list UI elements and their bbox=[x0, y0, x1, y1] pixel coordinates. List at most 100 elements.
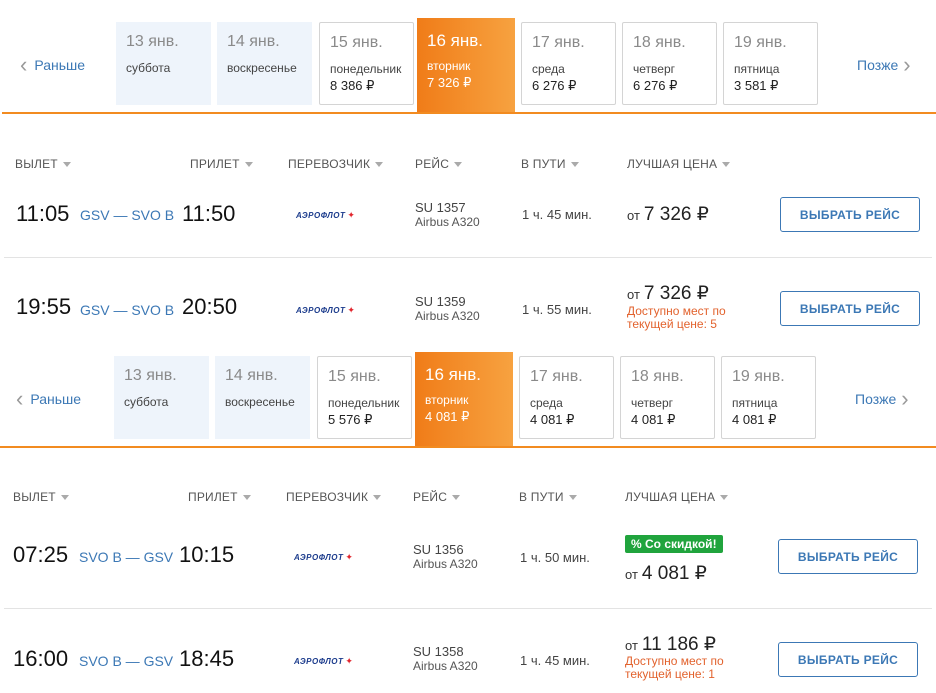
duration: 1 ч. 55 мин. bbox=[522, 302, 592, 317]
date-selector: ‹ Раньше 13 янв. суббота 14 янв. воскрес… bbox=[0, 352, 936, 448]
sort-flight[interactable]: РЕЙС bbox=[413, 490, 461, 504]
price-prefix: от bbox=[625, 638, 638, 653]
row-divider bbox=[4, 257, 932, 258]
sort-duration[interactable]: В ПУТИ bbox=[519, 490, 577, 504]
sort-price[interactable]: ЛУЧШАЯ ЦЕНА bbox=[627, 157, 731, 171]
departure-time: 07:25 bbox=[13, 542, 69, 567]
date-cell-date: 18 янв. bbox=[633, 34, 686, 51]
carrier-logo-text: АЭРОФЛОТ bbox=[294, 553, 344, 562]
later-label: Позже bbox=[855, 391, 897, 407]
flight-row: 11:05 GSV — SVO B 11:50 АЭРОФЛОТ ✦ SU 135… bbox=[0, 178, 936, 258]
caret-down-icon bbox=[242, 495, 251, 501]
route: SVO B — GSV bbox=[79, 549, 174, 565]
arrival-time: 10:15 bbox=[179, 542, 235, 567]
sort-arrival[interactable]: ПРИЛЕТ bbox=[190, 157, 253, 171]
date-cell-date: 16 янв. bbox=[427, 31, 483, 50]
flight-info: SU 1356 Airbus A320 bbox=[413, 543, 478, 572]
carrier-logo-text: АЭРОФЛОТ bbox=[294, 657, 344, 666]
date-cell[interactable]: 18 янв. четверг 4 081 ₽ bbox=[620, 356, 715, 439]
caret-down-icon bbox=[720, 495, 729, 501]
date-cell-weekday: среда bbox=[530, 396, 563, 410]
row-divider bbox=[4, 608, 932, 609]
date-cell-date: 13 янв. bbox=[124, 367, 177, 384]
header-label: ЛУЧШАЯ ЦЕНА bbox=[625, 490, 716, 504]
select-flight-button[interactable]: ВЫБРАТЬ РЕЙС bbox=[780, 291, 920, 326]
date-cell-selected[interactable]: 16 янв. вторник 4 081 ₽ bbox=[415, 352, 513, 446]
date-cell[interactable]: 14 янв. воскресенье bbox=[217, 22, 312, 105]
caret-down-icon bbox=[60, 495, 69, 501]
duration: 1 ч. 45 мин. bbox=[522, 207, 592, 222]
date-cell-weekday: суббота bbox=[124, 395, 169, 409]
sort-duration[interactable]: В ПУТИ bbox=[521, 157, 579, 171]
header-label: РЕЙС bbox=[413, 490, 448, 504]
discount-badge: % Со скидкой! bbox=[625, 535, 723, 553]
date-cell-date: 17 янв. bbox=[530, 368, 583, 385]
date-cell-price: 4 081 ₽ bbox=[425, 409, 470, 424]
caret-down-icon bbox=[568, 495, 577, 501]
flight-number: SU 1359 bbox=[415, 294, 466, 309]
header-label: ПЕРЕВОЗЧИК bbox=[286, 490, 369, 504]
arrival-time: 11:50 bbox=[182, 201, 236, 226]
flight-row: 16:00 SVO B — GSV 18:45 АЭРОФЛОТ ✦ SU 135… bbox=[0, 609, 936, 693]
select-flight-button[interactable]: ВЫБРАТЬ РЕЙС bbox=[778, 642, 918, 677]
header-label: В ПУТИ bbox=[519, 490, 564, 504]
later-dates-button[interactable]: Позже › bbox=[857, 18, 911, 112]
sort-arrival[interactable]: ПРИЛЕТ bbox=[188, 490, 251, 504]
date-cell[interactable]: 19 янв. пятница 3 581 ₽ bbox=[723, 22, 818, 105]
date-cell[interactable]: 15 янв. понедельник 8 386 ₽ bbox=[319, 22, 414, 105]
sort-price[interactable]: ЛУЧШАЯ ЦЕНА bbox=[625, 490, 729, 504]
select-flight-button[interactable]: ВЫБРАТЬ РЕЙС bbox=[780, 197, 920, 232]
earlier-label: Раньше bbox=[34, 57, 86, 73]
earlier-dates-button[interactable]: ‹ Раньше bbox=[20, 18, 85, 112]
date-cell-selected[interactable]: 16 янв. вторник 7 326 ₽ bbox=[417, 18, 515, 112]
later-dates-button[interactable]: Позже › bbox=[855, 352, 909, 446]
date-cell-price: 6 276 ₽ bbox=[633, 78, 678, 93]
date-cell-date: 16 янв. bbox=[425, 365, 481, 384]
date-cell[interactable]: 17 янв. среда 6 276 ₽ bbox=[521, 22, 616, 105]
caret-down-icon bbox=[375, 162, 384, 168]
sort-carrier[interactable]: ПЕРЕВОЗЧИК bbox=[286, 490, 382, 504]
sort-carrier[interactable]: ПЕРЕВОЗЧИК bbox=[288, 157, 384, 171]
chevron-right-icon: › bbox=[903, 52, 911, 77]
date-cell-date: 14 янв. bbox=[225, 367, 278, 384]
best-price: от 7 326 ₽ bbox=[627, 203, 709, 226]
route: SVO B — GSV bbox=[79, 653, 174, 669]
date-cell[interactable]: 18 янв. четверг 6 276 ₽ bbox=[622, 22, 717, 105]
date-cell-weekday: понедельник bbox=[328, 396, 400, 410]
chevron-right-icon: › bbox=[901, 386, 909, 411]
sort-flight[interactable]: РЕЙС bbox=[415, 157, 463, 171]
price-prefix: от bbox=[627, 208, 640, 223]
caret-down-icon bbox=[452, 495, 461, 501]
departure-time: 11:05 bbox=[16, 201, 70, 226]
date-cell-price: 4 081 ₽ bbox=[530, 412, 575, 427]
date-cell[interactable]: 17 янв. среда 4 081 ₽ bbox=[519, 356, 614, 439]
date-cell-date: 13 янв. bbox=[126, 33, 179, 50]
sort-departure[interactable]: ВЫЛЕТ bbox=[13, 490, 69, 504]
flight-number: SU 1358 bbox=[413, 644, 464, 659]
flight-info: SU 1359 Airbus A320 bbox=[415, 294, 480, 324]
date-cell[interactable]: 14 янв. воскресенье bbox=[215, 356, 310, 439]
earlier-dates-button[interactable]: ‹ Раньше bbox=[16, 352, 81, 446]
select-flight-button[interactable]: ВЫБРАТЬ РЕЙС bbox=[778, 539, 918, 574]
seats-left: Доступно мест по текущей цене: 1 bbox=[625, 654, 724, 681]
sort-departure[interactable]: ВЫЛЕТ bbox=[15, 157, 71, 171]
best-price: от 7 326 ₽ bbox=[627, 282, 709, 305]
carrier-logo: АЭРОФЛОТ ✦ bbox=[294, 656, 353, 667]
best-price: от 4 081 ₽ bbox=[625, 562, 707, 585]
date-cell[interactable]: 13 янв. суббота bbox=[116, 22, 211, 105]
chevron-left-icon: ‹ bbox=[20, 52, 28, 77]
departure-time: 16:00 bbox=[13, 646, 69, 671]
aircraft: Airbus A320 bbox=[415, 309, 480, 323]
flight-info: SU 1358 Airbus A320 bbox=[413, 644, 478, 674]
date-cell-date: 19 янв. bbox=[732, 368, 785, 385]
earlier-label: Раньше bbox=[30, 391, 82, 407]
date-bar-underline bbox=[0, 446, 936, 448]
duration: 1 ч. 50 мин. bbox=[520, 550, 590, 565]
arrival-time: 18:45 bbox=[179, 646, 235, 671]
caret-down-icon bbox=[722, 162, 731, 168]
header-label: ПРИЛЕТ bbox=[188, 490, 238, 504]
date-cell[interactable]: 15 янв. понедельник 5 576 ₽ bbox=[317, 356, 412, 439]
date-cell[interactable]: 13 янв. суббота bbox=[114, 356, 209, 439]
carrier-logo-text: АЭРОФЛОТ bbox=[296, 306, 346, 315]
date-cell[interactable]: 19 янв. пятница 4 081 ₽ bbox=[721, 356, 816, 439]
